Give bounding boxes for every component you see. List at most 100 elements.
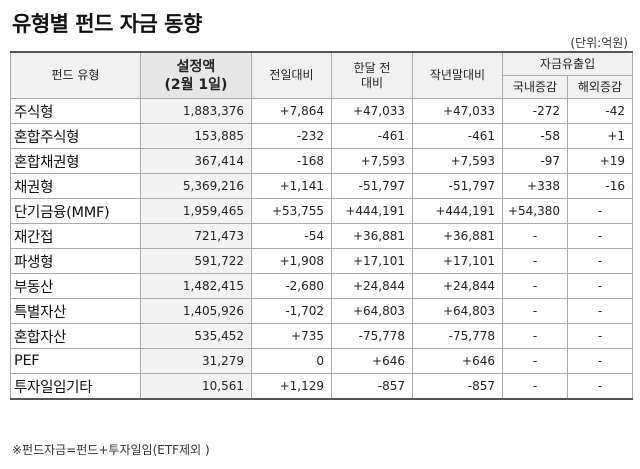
cell-fund-type: 단기금융(MMF) (10, 198, 141, 224)
cell-overseas: +1 (566, 123, 634, 149)
cell-domestic: +338 (502, 173, 568, 199)
cell-fund-type: 파생형 (10, 248, 141, 274)
cell-base-amount: 535,452 (140, 323, 252, 349)
cell-overseas: - (566, 273, 634, 299)
cell-domestic: - (502, 223, 568, 249)
cell-month-ago: -51,797 (331, 173, 413, 199)
cell-prev-day: +53,755 (251, 198, 332, 224)
cell-month-ago: +24,844 (331, 273, 413, 299)
cell-domestic: - (502, 373, 568, 400)
header-month-line2: 대비 (360, 75, 384, 90)
cell-domestic: - (502, 298, 568, 324)
cell-year-end: -857 (412, 373, 503, 400)
header-domestic: 국내증감 (502, 75, 568, 99)
cell-year-end: +64,803 (412, 298, 503, 324)
cell-overseas: - (566, 248, 634, 274)
cell-year-end: +7,593 (412, 148, 503, 174)
cell-base-amount: 1,883,376 (140, 98, 252, 124)
table-row: 단기금융(MMF) 1,959,465 +53,755 +444,191 +444,19… (10, 198, 634, 224)
table-row: 투자일임기타 10,561 +1,129 -857 -857- - (10, 373, 634, 400)
cell-month-ago: -461 (331, 123, 413, 149)
cell-month-ago: +47,033 (331, 98, 413, 124)
cell-base-amount: 367,414 (140, 148, 252, 174)
cell-month-ago: +64,803 (331, 298, 413, 324)
table-row: 혼합자산 535,452 +735 -75,778 -75,778- - (10, 323, 634, 349)
header-month-ago: 한달 전 대비 (331, 51, 413, 99)
cell-fund-type: 투자일임기타 (10, 373, 141, 400)
cell-base-amount: 1,482,415 (140, 273, 252, 299)
cell-prev-day: -1,702 (251, 298, 332, 324)
cell-fund-type: 부동산 (10, 273, 141, 299)
cell-prev-day: -2,680 (251, 273, 332, 299)
cell-domestic: -97 (502, 148, 568, 174)
cell-year-end: +444,191 (412, 198, 503, 224)
cell-base-amount: 153,885 (140, 123, 252, 149)
cell-overseas: - (566, 223, 634, 249)
cell-domestic: - (502, 323, 568, 349)
cell-prev-day: +1,141 (251, 173, 332, 199)
table-row: 혼합채권형 367,414 -168 +7,593 +7,593 -97 +19 (10, 148, 634, 174)
table-row: 혼합주식형 153,885 -232 -461 -461 -58 +1 (10, 123, 634, 149)
cell-base-amount: 5,369,216 (140, 173, 252, 199)
cell-year-end: +646 (412, 348, 503, 374)
cell-base-amount: 1,959,465 (140, 198, 252, 224)
table-row: 채권형 5,369,216 +1,141 -51,797 -51,797 +338 -16 (10, 173, 634, 199)
unit-label: (단위:억원) (570, 36, 628, 50)
cell-year-end: +36,881 (412, 223, 503, 249)
footnote: ※펀드자금=펀드+투자일임(ETF제외 ) (12, 443, 210, 457)
header-year-end: 작년말대비 (412, 51, 503, 99)
cell-overseas: - (566, 198, 634, 224)
header-base-amount: 설정액 (2월 1일) (140, 51, 252, 99)
cell-prev-day: +735 (251, 323, 332, 349)
cell-prev-day: +1,129 (251, 373, 332, 400)
fund-flow-table: 펀드 유형 설정액 (2월 1일) 전일대비 한달 전 대비 작년말대비 자금유… (10, 51, 634, 400)
cell-year-end: +24,844 (412, 273, 503, 299)
table-row: 주식형 1,883,376 +7,864 +47,033 +47,033 -272 -42 (10, 98, 634, 124)
cell-year-end: -75,778 (412, 323, 503, 349)
cell-overseas: - (566, 323, 634, 349)
header-month-line1: 한달 전 (353, 60, 391, 75)
header-prev-day: 전일대비 (251, 51, 332, 99)
cell-base-amount: 591,722 (140, 248, 252, 274)
table-row: PEF 31,279 0 +646 +646- - (10, 348, 634, 374)
cell-overseas: -16 (566, 173, 634, 199)
cell-month-ago: +646 (331, 348, 413, 374)
table-row: 특별자산 1,405,926 -1,702 +64,803 +64,803- - (10, 298, 634, 324)
cell-year-end: +47,033 (412, 98, 503, 124)
cell-prev-day: -232 (251, 123, 332, 149)
cell-base-amount: 31,279 (140, 348, 252, 374)
table-row: 파생형 591,722 +1,908 +17,101 +17,101- - (10, 248, 634, 274)
cell-overseas: -42 (566, 98, 634, 124)
cell-overseas: - (566, 373, 634, 400)
cell-year-end: +17,101 (412, 248, 503, 274)
header-overseas: 해외증감 (566, 75, 634, 99)
cell-domestic: - (502, 348, 568, 374)
cell-year-end: -51,797 (412, 173, 503, 199)
cell-fund-type: PEF (10, 348, 141, 374)
cell-domestic: - (502, 273, 568, 299)
cell-fund-type: 특별자산 (10, 298, 141, 324)
cell-prev-day: 0 (251, 348, 332, 374)
cell-prev-day: +1,908 (251, 248, 332, 274)
cell-month-ago: +444,191 (331, 198, 413, 224)
cell-year-end: -461 (412, 123, 503, 149)
cell-domestic: -272 (502, 98, 568, 124)
cell-base-amount: 721,473 (140, 223, 252, 249)
cell-domestic: -58 (502, 123, 568, 149)
cell-base-amount: 10,561 (140, 373, 252, 400)
cell-base-amount: 1,405,926 (140, 298, 252, 324)
cell-fund-type: 혼합채권형 (10, 148, 141, 174)
cell-fund-type: 주식형 (10, 98, 141, 124)
cell-fund-type: 혼합자산 (10, 323, 141, 349)
cell-month-ago: +7,593 (331, 148, 413, 174)
cell-month-ago: -857 (331, 373, 413, 400)
cell-prev-day: +7,864 (251, 98, 332, 124)
page-title: 유형별 펀드 자금 동향 (12, 12, 202, 36)
cell-domestic: +54,380 (502, 198, 568, 224)
cell-overseas: - (566, 348, 634, 374)
cell-fund-type: 재간접 (10, 223, 141, 249)
cell-month-ago: +17,101 (331, 248, 413, 274)
table-row: 부동산 1,482,415 -2,680 +24,844 +24,844- - (10, 273, 634, 299)
header-base-line1: 설정액 (176, 58, 216, 75)
header-flow: 자금유출입 (501, 51, 634, 76)
